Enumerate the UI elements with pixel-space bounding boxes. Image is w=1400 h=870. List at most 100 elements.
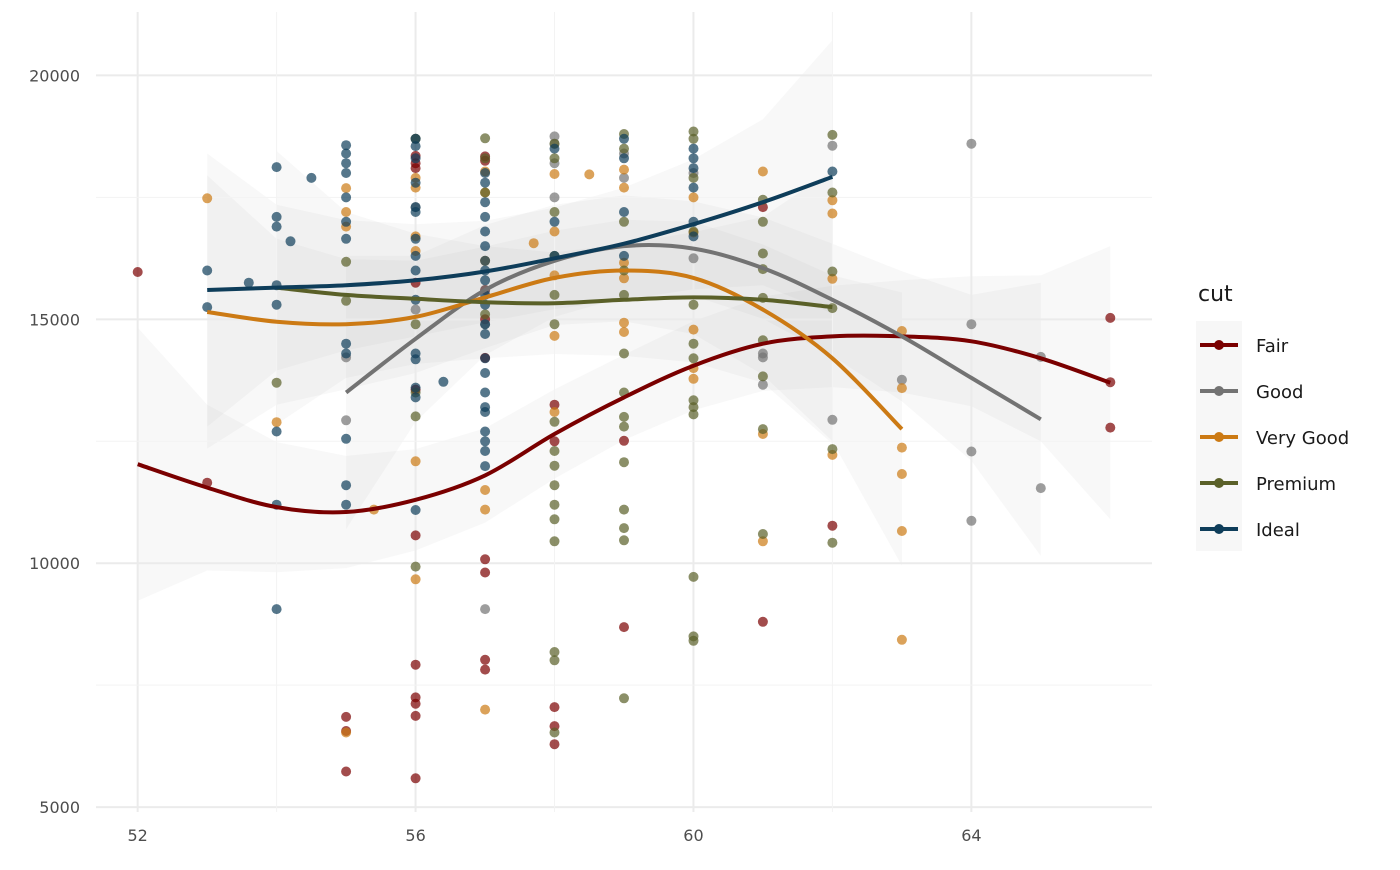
point-ideal: [549, 143, 560, 154]
smooth-lines: [137, 175, 1111, 515]
point-premium: [619, 504, 629, 515]
point-very-good: [410, 456, 421, 467]
point-premium: [827, 266, 838, 277]
point-premium: [688, 338, 699, 349]
point-ideal: [341, 348, 352, 359]
point-very-good: [584, 169, 595, 180]
point-premium: [619, 216, 629, 227]
point-premium: [480, 133, 491, 144]
point-ideal: [480, 461, 491, 472]
point-very-good: [827, 195, 838, 206]
point-fair: [410, 698, 421, 709]
point-ideal: [480, 426, 491, 437]
point-very-good: [827, 273, 838, 284]
point-very-good: [619, 273, 629, 284]
point-ideal: [410, 265, 421, 276]
point-premium: [549, 499, 560, 510]
point-premium: [549, 153, 560, 164]
point-very-good: [619, 317, 629, 328]
x-tick-label: 56: [405, 826, 425, 845]
point-very-good: [202, 193, 213, 204]
y-tick-label: 15000: [29, 310, 80, 329]
point-good: [966, 138, 977, 149]
point-ideal: [480, 387, 491, 398]
point-very-good: [827, 208, 838, 219]
point-ideal: [549, 216, 560, 227]
point-ideal: [341, 216, 352, 227]
legend-item-good[interactable]: Good: [1200, 382, 1303, 403]
point-ideal: [410, 207, 421, 217]
point-good: [966, 319, 977, 330]
point-ideal: [341, 233, 352, 244]
point-premium: [619, 289, 629, 300]
legend-title: cut: [1198, 282, 1233, 307]
point-good: [688, 253, 699, 264]
point-premium: [619, 693, 629, 704]
point-fair: [410, 163, 421, 174]
legend[interactable]: cut Fair Good Very Good Premium Ideal: [1196, 282, 1349, 551]
point-ideal: [410, 177, 421, 188]
point-very-good: [688, 324, 699, 335]
point-ideal: [410, 250, 421, 261]
legend-item-fair[interactable]: Fair: [1200, 336, 1289, 357]
point-good: [966, 515, 977, 526]
legend-key-point: [1214, 432, 1224, 442]
y-tick-label: 20000: [29, 66, 80, 85]
point-good: [827, 414, 838, 425]
point-very-good: [480, 504, 491, 515]
point-very-good: [896, 469, 907, 479]
legend-label: Ideal: [1256, 520, 1300, 541]
smooth-line-very-good: [206, 268, 904, 431]
point-very-good: [341, 183, 352, 194]
point-good: [966, 446, 977, 457]
point-premium: [827, 444, 838, 455]
point-ideal: [688, 153, 699, 164]
point-premium: [688, 353, 699, 364]
point-premium: [480, 187, 491, 198]
point-premium: [619, 411, 629, 422]
point-premium: [688, 402, 699, 413]
point-premium: [688, 635, 699, 646]
point-premium: [757, 216, 768, 227]
point-premium: [827, 129, 838, 140]
point-fair: [341, 766, 352, 777]
point-premium: [757, 371, 768, 382]
point-very-good: [896, 383, 907, 394]
point-fair: [480, 567, 491, 578]
point-ideal: [410, 392, 421, 403]
point-premium: [688, 126, 699, 137]
point-ideal: [688, 182, 699, 193]
legend-item-premium[interactable]: Premium: [1200, 474, 1336, 495]
point-ideal: [271, 221, 282, 232]
point-premium: [549, 514, 560, 525]
point-very-good: [757, 166, 768, 177]
point-premium: [549, 319, 560, 330]
point-premium: [688, 409, 699, 420]
point-fair: [132, 267, 143, 277]
point-very-good: [619, 327, 629, 337]
point-good: [619, 172, 629, 183]
point-good: [757, 348, 768, 359]
point-premium: [549, 647, 560, 657]
point-premium: [410, 411, 421, 422]
point-premium: [619, 535, 629, 546]
point-ideal: [271, 299, 282, 310]
legend-item-ideal[interactable]: Ideal: [1200, 520, 1300, 541]
point-ideal: [410, 354, 421, 365]
point-very-good: [619, 164, 629, 175]
point-premium: [549, 460, 560, 471]
point-very-good: [549, 226, 560, 237]
point-very-good: [271, 417, 282, 428]
point-very-good: [896, 442, 907, 453]
legend-label: Premium: [1256, 474, 1336, 495]
point-fair: [410, 773, 421, 784]
point-premium: [757, 529, 768, 539]
point-ideal: [410, 133, 421, 144]
legend-item-very-good[interactable]: Very Good: [1200, 428, 1349, 449]
point-ideal: [341, 338, 352, 349]
point-very-good: [549, 407, 560, 417]
point-premium: [757, 248, 768, 259]
point-fair: [1105, 312, 1116, 323]
point-ideal: [410, 505, 421, 515]
